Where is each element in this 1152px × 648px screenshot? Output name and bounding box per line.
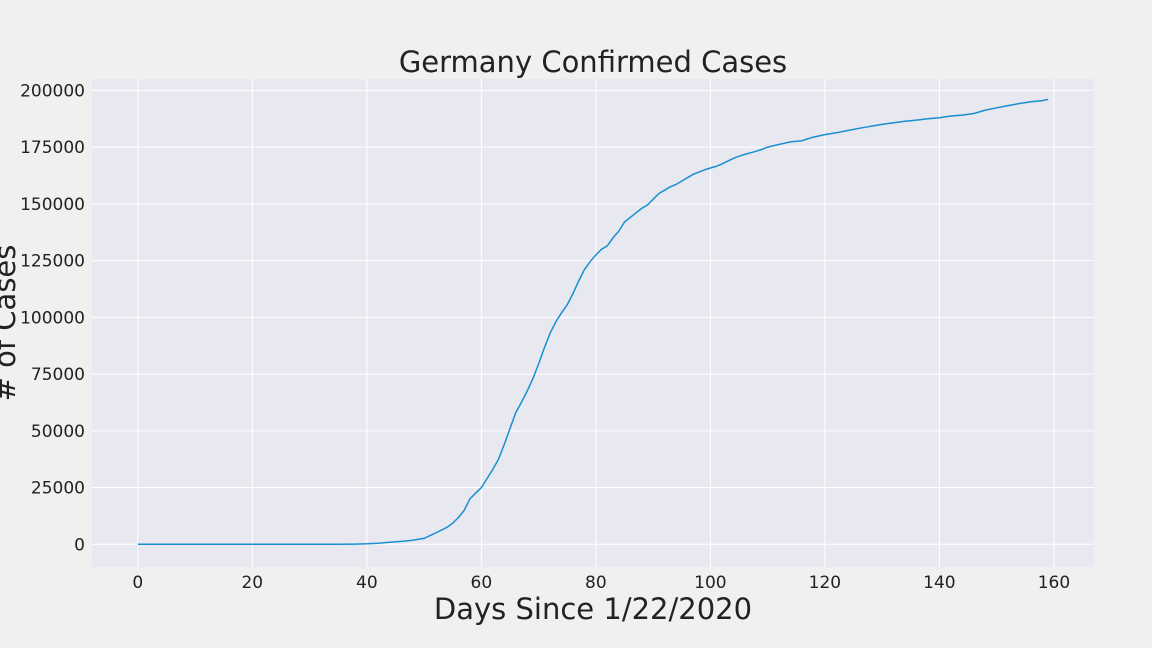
y-tick-label: 0 [74, 535, 85, 555]
x-tick-label: 40 [356, 573, 378, 593]
x-tick-label: 100 [694, 573, 726, 593]
x-tick-label: 0 [132, 573, 143, 593]
y-axis-ticks: 0 25000 50000 75000 100000 125000 150000 175000… [20, 81, 85, 555]
x-axis-ticks: 0 20 40 60 80 100 120 140 160 [132, 573, 1070, 593]
chart-title: Germany Confirmed Cases [399, 45, 787, 79]
y-tick-label: 175000 [20, 138, 85, 158]
y-axis-label: # of Cases [0, 245, 22, 402]
y-tick-label: 100000 [20, 308, 85, 328]
x-tick-label: 140 [923, 573, 955, 593]
x-tick-label: 20 [241, 573, 263, 593]
grid [92, 79, 1094, 567]
y-tick-label: 25000 [31, 479, 85, 499]
x-tick-label: 120 [809, 573, 841, 593]
y-tick-label: 75000 [31, 365, 85, 385]
y-tick-label: 50000 [31, 422, 85, 442]
y-tick-label: 125000 [20, 252, 85, 272]
y-tick-label: 200000 [20, 81, 85, 101]
series-line [137, 98, 1049, 546]
plot-area [92, 79, 1094, 567]
x-tick-label: 60 [471, 573, 493, 593]
y-tick-label: 150000 [20, 195, 85, 215]
x-tick-label: 160 [1038, 573, 1070, 593]
x-axis-label: Days Since 1/22/2020 [434, 592, 752, 626]
x-tick-label: 80 [585, 573, 607, 593]
